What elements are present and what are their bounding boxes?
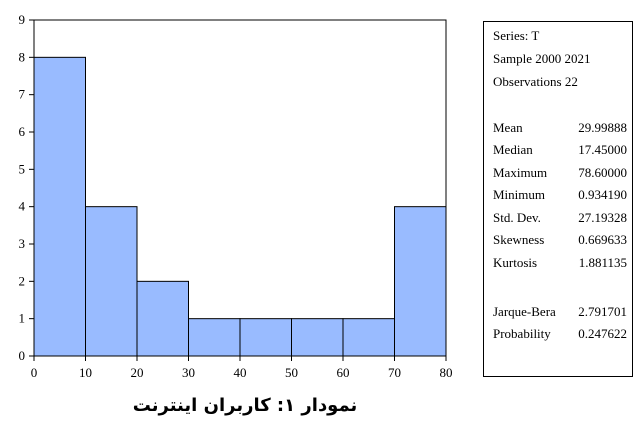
y-tick-label: 1 [19,311,26,326]
histogram-bar [86,207,138,356]
x-tick-label: 50 [285,365,298,380]
y-tick-label: 5 [19,161,26,176]
stat-value: 78.60000 [578,165,627,181]
chart-caption: نمودار ۱: کاربران اینترنت [0,395,490,416]
descriptive-statistics-box: Series: T Sample 2000 2021 Observations … [483,21,633,377]
stat-row-std-dev: Std. Dev. 27.19328 [493,210,627,230]
y-tick-label: 4 [19,199,26,214]
stat-label: Probability [493,326,551,342]
stat-row-median: Median 17.45000 [493,142,627,162]
histogram-bar [189,319,241,356]
y-tick-label: 8 [19,49,26,64]
stat-value: 17.45000 [578,142,627,158]
stat-row-maximum: Maximum 78.60000 [493,165,627,185]
stat-value: 0.669633 [578,232,627,248]
y-tick-label: 6 [19,124,26,139]
histogram-bar [137,281,189,356]
stat-row-kurtosis: Kurtosis 1.881135 [493,255,627,275]
histogram-bar [343,319,395,356]
y-tick-label: 2 [19,273,26,288]
stat-row-mean: Mean 29.99888 [493,120,627,140]
stat-label: Minimum [493,187,545,203]
x-tick-label: 80 [440,365,453,380]
x-tick-label: 70 [388,365,401,380]
stat-label: Kurtosis [493,255,537,271]
x-tick-label: 40 [234,365,247,380]
x-tick-label: 0 [31,365,38,380]
y-tick-label: 0 [19,348,26,363]
histogram-bar [34,57,86,356]
stat-row-skewness: Skewness 0.669633 [493,232,627,252]
histogram-bar [395,207,447,356]
histogram-bar [292,319,344,356]
y-tick-label: 9 [19,12,26,27]
stat-label: Mean [493,120,523,136]
y-tick-label: 3 [19,236,26,251]
stat-value: 0.247622 [578,326,627,342]
x-tick-label: 20 [131,365,144,380]
x-tick-label: 60 [337,365,350,380]
stat-row-jarque-bera: Jarque-Bera 2.791701 [493,304,627,324]
series-name: Series: T [493,28,539,44]
stat-value: 1.881135 [579,255,627,271]
stat-label: Std. Dev. [493,210,541,226]
stat-value: 27.19328 [578,210,627,226]
stat-label: Maximum [493,165,547,181]
stat-value: 29.99888 [578,120,627,136]
y-tick-label: 7 [19,87,26,102]
stat-label: Median [493,142,533,158]
stat-label: Jarque-Bera [493,304,556,320]
stat-row-minimum: Minimum 0.934190 [493,187,627,207]
sample-range: Sample 2000 2021 [493,51,591,67]
stat-value: 2.791701 [578,304,627,320]
stat-value: 0.934190 [578,187,627,203]
observations-count: Observations 22 [493,74,578,90]
stat-row-probability: Probability 0.247622 [493,326,627,346]
x-tick-label: 30 [182,365,195,380]
stat-label: Skewness [493,232,544,248]
histogram-bar [240,319,292,356]
x-tick-label: 10 [79,365,92,380]
